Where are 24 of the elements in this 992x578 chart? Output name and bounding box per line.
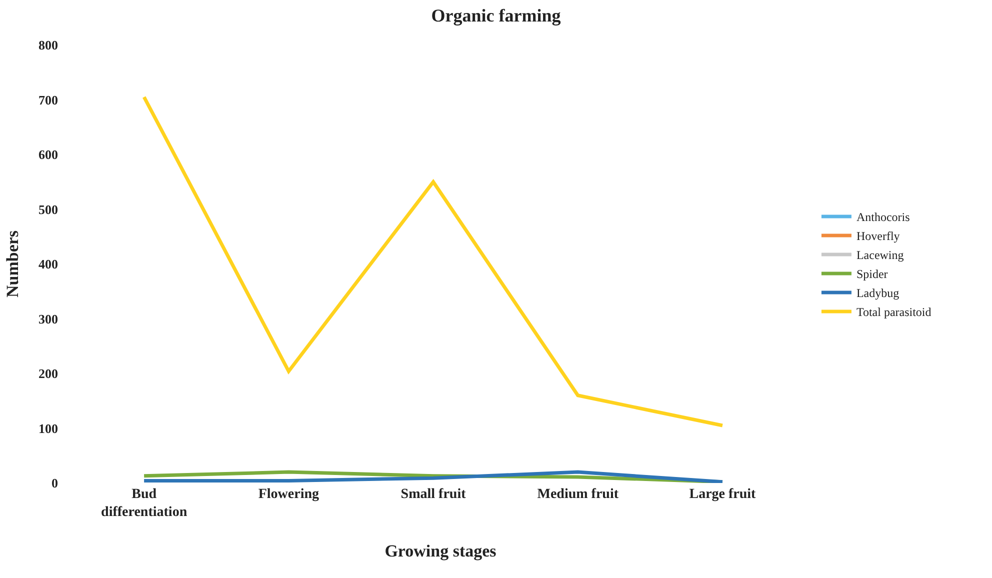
y-tick-label: 600 bbox=[38, 147, 58, 162]
y-tick-label: 500 bbox=[38, 202, 58, 217]
y-axis-title: Numbers bbox=[3, 230, 22, 298]
x-tick-label: Small fruit bbox=[400, 487, 466, 502]
x-tick-label: Flowering bbox=[258, 487, 319, 502]
y-tick-label: 300 bbox=[38, 311, 58, 326]
legend-label: Anthocoris bbox=[856, 210, 910, 224]
y-tick-label: 400 bbox=[38, 256, 58, 272]
legend-label: Total parasitoid bbox=[856, 305, 932, 320]
y-tick-label: 800 bbox=[38, 38, 58, 53]
y-tick-label: 100 bbox=[38, 420, 58, 436]
x-tick-label: Bud differentiation bbox=[101, 487, 188, 520]
chart-title: Organic farming bbox=[431, 5, 561, 26]
line-series bbox=[142, 95, 724, 428]
legend-label: Lacewing bbox=[856, 248, 904, 262]
y-tick-label: 200 bbox=[38, 366, 58, 382]
legend-label: Ladybug bbox=[856, 286, 900, 300]
x-tick-label: Medium fruit bbox=[537, 487, 619, 502]
y-tick-label: 700 bbox=[38, 92, 58, 108]
y-tick-label: 0 bbox=[52, 476, 58, 491]
x-axis-title: Growing stages bbox=[384, 542, 497, 561]
legend-label: Spider bbox=[856, 267, 888, 282]
x-tick-label: Large fruit bbox=[689, 487, 756, 502]
legend-label: Hoverfly bbox=[856, 229, 900, 244]
